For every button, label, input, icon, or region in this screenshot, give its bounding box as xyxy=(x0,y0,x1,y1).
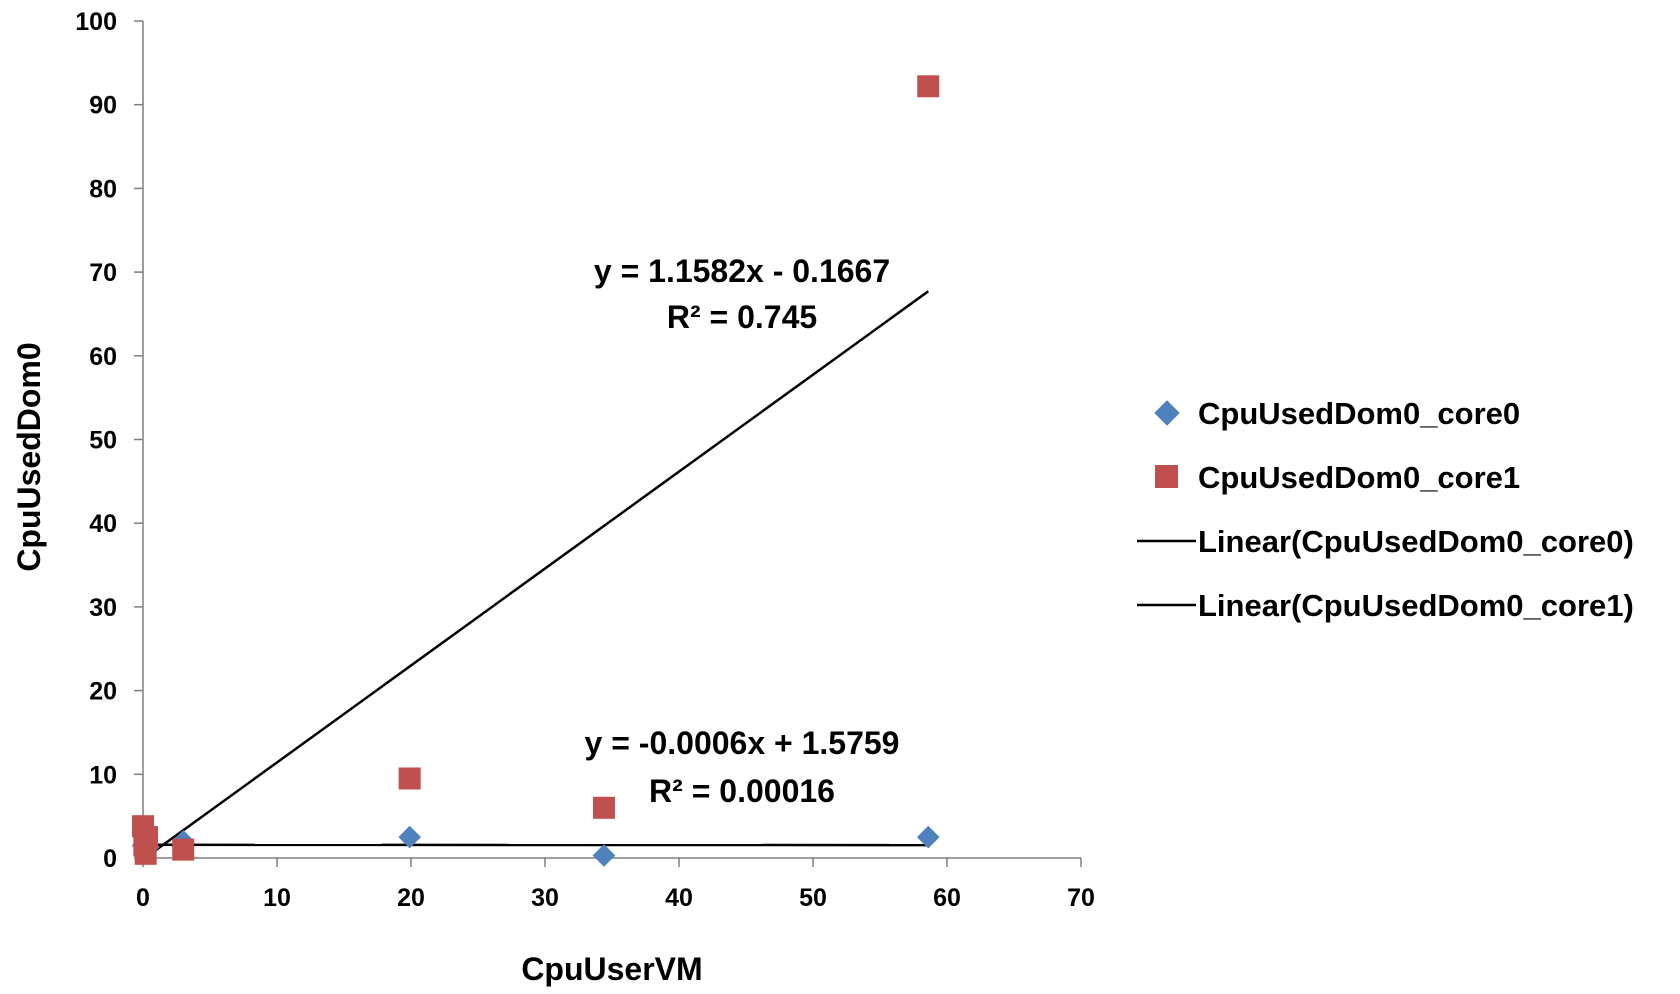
x-tick-label: 10 xyxy=(263,884,291,912)
trendline-core0-equation: y = -0.0006x + 1.5759 xyxy=(585,725,900,761)
point-square xyxy=(398,767,421,790)
legend-label-core1: CpuUsedDom0_core1 xyxy=(1198,460,1520,495)
y-tick-label: 40 xyxy=(89,510,117,538)
point-diamond xyxy=(592,844,616,867)
y-tick-label: 70 xyxy=(89,259,117,287)
y-tick-label: 10 xyxy=(89,761,117,789)
axes: 0 10 20 30 40 50 60 70 80 90 100 0 10 20 30 40 50 60 70 xyxy=(75,8,1095,912)
point-square xyxy=(172,838,195,861)
y-tick-label: 100 xyxy=(75,8,117,36)
trendline-core0-r2: R² = 0.00016 xyxy=(649,773,835,809)
trendlines xyxy=(142,290,929,860)
y-tick-label: 20 xyxy=(89,678,117,706)
x-tick-label: 50 xyxy=(799,884,827,912)
legend-label-linear-core0: Linear(CpuUsedDom0_core0) xyxy=(1198,524,1634,559)
y-tick-label: 80 xyxy=(89,175,117,203)
x-tick-label: 40 xyxy=(665,884,693,912)
point-square xyxy=(592,796,615,819)
y-tick-label: 60 xyxy=(89,343,117,371)
x-tick-label: 30 xyxy=(531,884,559,912)
point-square xyxy=(136,826,159,849)
legend-item-core0: CpuUsedDom0_core0 xyxy=(1154,396,1520,431)
x-tick-label: 60 xyxy=(933,884,961,912)
trendline-core1-equation: y = 1.1582x - 0.1667 xyxy=(594,253,890,289)
trendline xyxy=(144,290,929,860)
y-tick-label: 30 xyxy=(89,594,117,622)
legend-item-linear-core1: Linear(CpuUsedDom0_core1) xyxy=(1137,588,1634,623)
legend-marker-square xyxy=(1155,465,1178,488)
point-square xyxy=(134,842,157,865)
legend-marker-diamond xyxy=(1154,400,1180,426)
legend-label-linear-core1: Linear(CpuUsedDom0_core1) xyxy=(1198,588,1634,623)
x-tick-label: 0 xyxy=(136,884,150,912)
y-tick-label: 0 xyxy=(103,845,117,873)
legend: CpuUsedDom0_core0 CpuUsedDom0_core1 Line… xyxy=(1137,396,1634,623)
y-tick-label: 90 xyxy=(89,92,117,120)
trendline-core1-r2: R² = 0.745 xyxy=(667,299,817,335)
x-tick-label: 20 xyxy=(397,884,425,912)
legend-item-linear-core0: Linear(CpuUsedDom0_core0) xyxy=(1137,524,1634,559)
x-tick-label: 70 xyxy=(1067,884,1095,912)
legend-item-core1: CpuUsedDom0_core1 xyxy=(1155,460,1520,495)
legend-label-core0: CpuUsedDom0_core0 xyxy=(1198,396,1520,431)
point-square xyxy=(917,75,940,98)
x-axis-title: CpuUserVM xyxy=(521,951,702,987)
y-tick-label: 50 xyxy=(89,427,117,455)
y-axis-title: CpuUsedDom0 xyxy=(11,342,47,571)
